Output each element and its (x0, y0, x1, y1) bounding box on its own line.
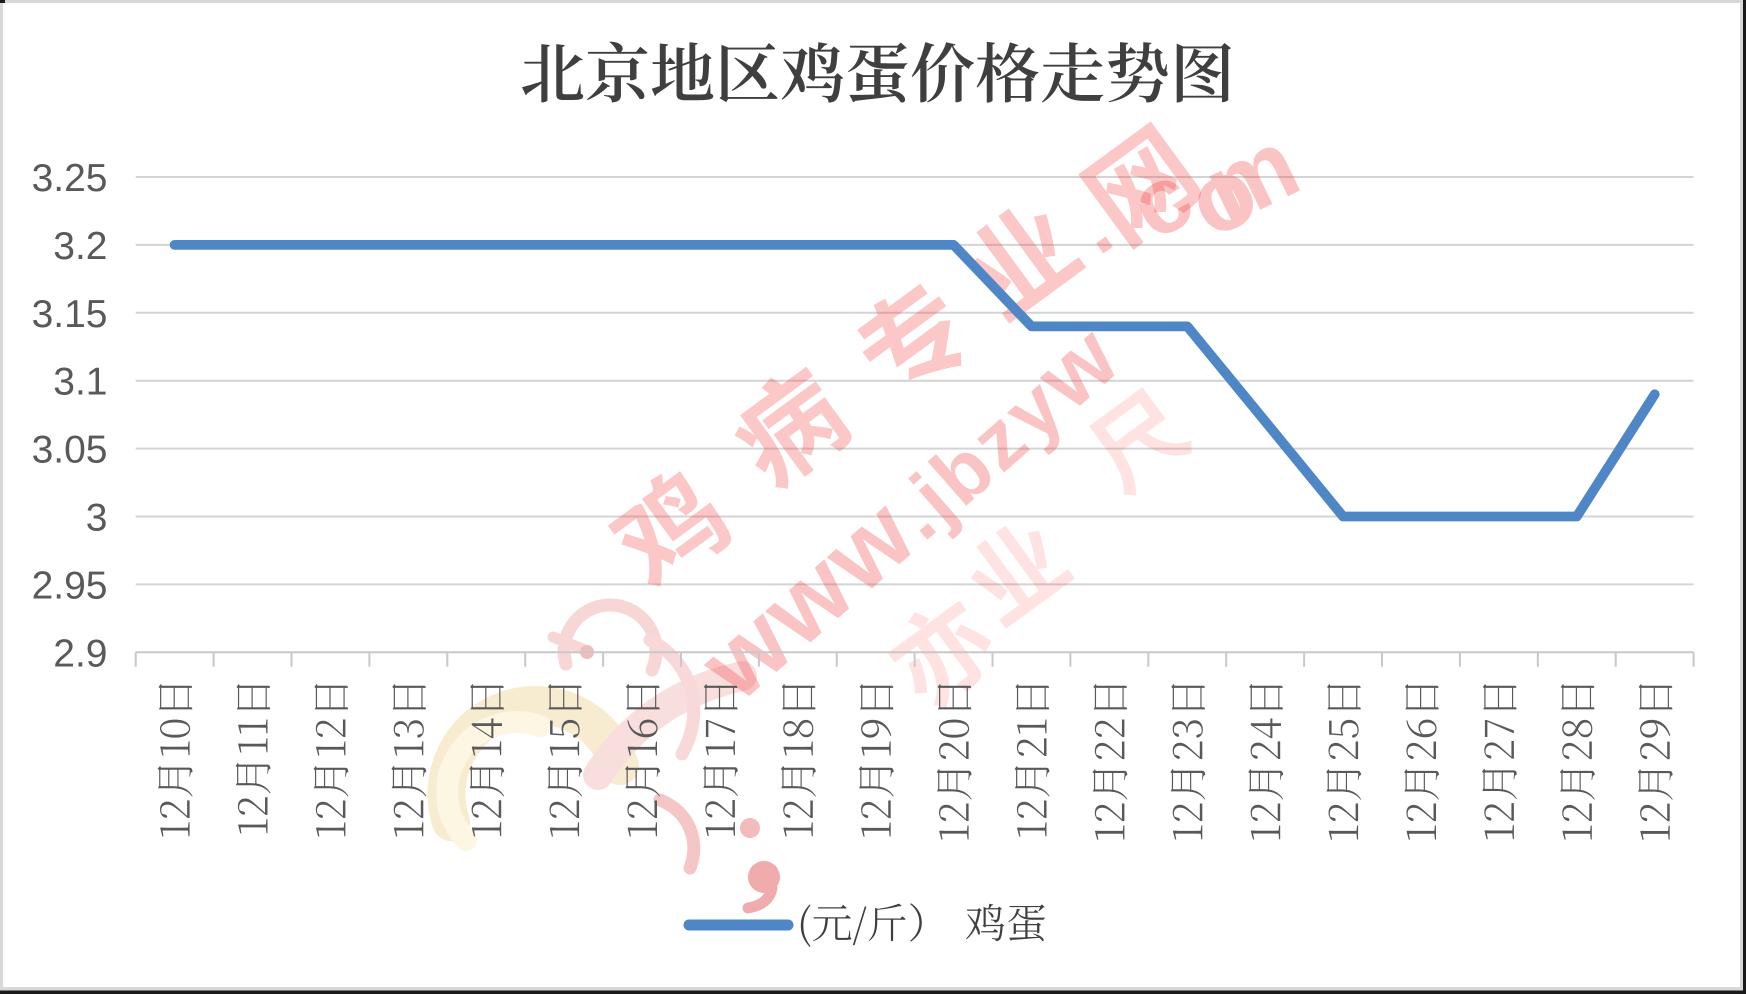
svg-text:2.9: 2.9 (53, 632, 107, 675)
svg-text:3.05: 3.05 (32, 429, 108, 472)
svg-text:3.1: 3.1 (53, 361, 107, 404)
svg-text:3.2: 3.2 (53, 225, 107, 268)
svg-text:2.95: 2.95 (32, 564, 108, 607)
svg-text:3.25: 3.25 (32, 157, 108, 200)
svg-text:3: 3 (86, 497, 108, 540)
svg-text:3.15: 3.15 (32, 293, 108, 336)
